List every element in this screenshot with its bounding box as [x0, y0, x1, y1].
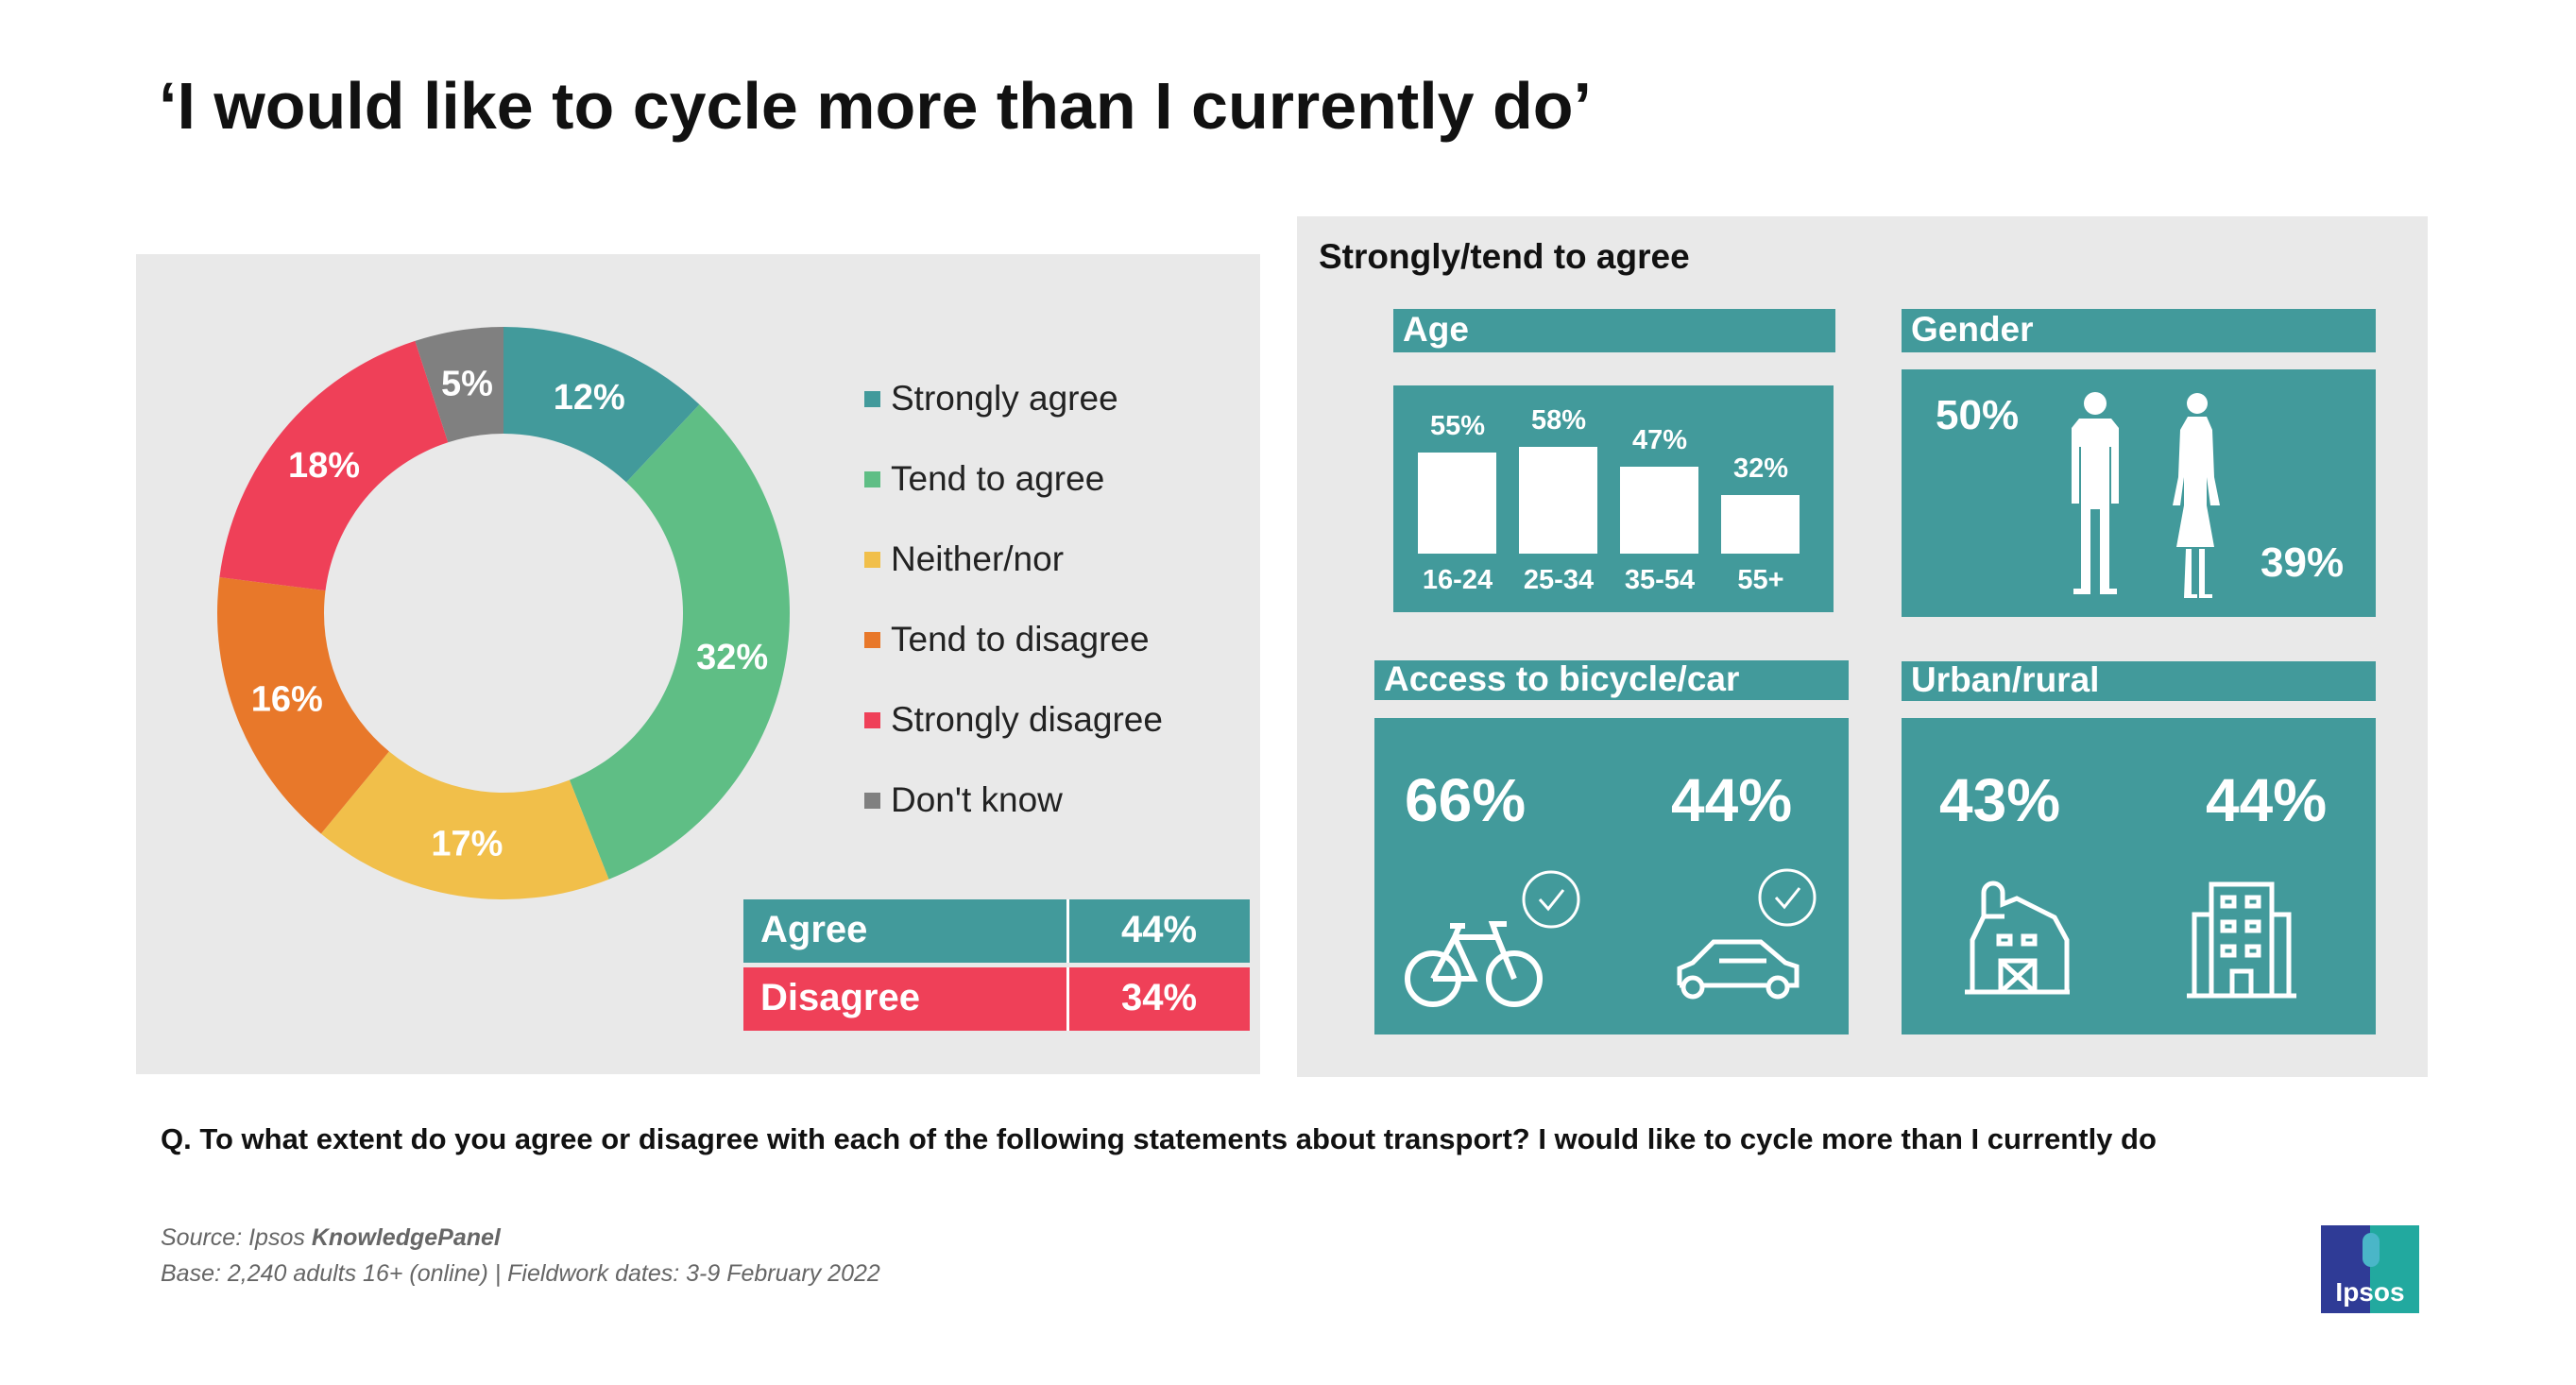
barn-icon — [1965, 881, 2070, 995]
urban-box: 43% 44% — [1902, 718, 2376, 1034]
legend-label: Don't know — [891, 780, 1063, 819]
legend-label: Tend to agree — [891, 459, 1105, 498]
breakdown-panel: Strongly/tend to agree Age 55% 16-24 58% 25… — [1297, 216, 2428, 1077]
legend-label: Strongly disagree — [891, 700, 1163, 739]
bicycle-value: 66% — [1405, 766, 1527, 834]
age-bar — [1721, 494, 1800, 554]
legend-item: Strongly disagree — [864, 700, 1163, 740]
car-value: 44% — [1671, 766, 1793, 834]
summary-row-disagree: Disagree 34% — [743, 967, 1250, 1031]
age-bar — [1620, 467, 1698, 554]
gender-box: 50% 39% — [1902, 369, 2376, 617]
legend-swatch — [864, 470, 880, 487]
summary-label: Agree — [760, 909, 868, 950]
source-name: KnowledgePanel — [311, 1224, 501, 1251]
car-icon — [1677, 939, 1800, 1000]
donut-slice-neither-nor — [320, 751, 609, 899]
age-header: Age — [1393, 309, 1835, 352]
donut-data-label: 12% — [554, 378, 625, 418]
legend-swatch — [864, 551, 880, 568]
man-icon — [2072, 392, 2119, 594]
legend-label: Neither/nor — [891, 539, 1065, 578]
male-value: 50% — [1936, 392, 2020, 438]
woman-icon — [2173, 393, 2220, 598]
age-category-label: 35-54 — [1624, 565, 1696, 595]
donut-data-label: 5% — [441, 365, 493, 404]
legend-swatch — [864, 631, 880, 648]
donut-chart: 12% 32% 17% 16% 18% 5% — [217, 327, 790, 899]
survey-question: Q. To what extent do you agree or disagr… — [161, 1122, 2157, 1155]
age-bar-value: 55% — [1429, 410, 1486, 441]
divider — [1066, 899, 1069, 963]
legend-label: Tend to disagree — [891, 620, 1150, 658]
access-header: Access to bicycle/car — [1374, 660, 1849, 700]
summary-value: 34% — [1121, 977, 1198, 1018]
age-bar-value: 47% — [1631, 425, 1688, 456]
base-note: Base: 2,240 adults 16+ (online) | Fieldw… — [161, 1260, 880, 1287]
age-bar — [1519, 446, 1597, 554]
divider — [1066, 967, 1069, 1031]
donut-panel: 12% 32% 17% 16% 18% 5% Strongly agree Tend to … — [136, 254, 1260, 1074]
rural-value: 43% — [1939, 766, 2061, 834]
female-value: 39% — [2260, 539, 2345, 586]
donut-data-label: 17% — [431, 824, 503, 863]
age-bar-value: 58% — [1530, 404, 1587, 436]
legend-item: Tend to agree — [864, 459, 1104, 499]
donut-slice-strongly-agree — [503, 327, 700, 483]
legend-swatch — [864, 792, 880, 809]
donut-data-label: 18% — [288, 446, 360, 486]
bicycle-icon — [1405, 921, 1543, 1007]
check-circle-icon — [1522, 870, 1580, 929]
legend-item: Neither/nor — [864, 539, 1064, 579]
legend-swatch — [864, 390, 880, 407]
legend-label: Strongly agree — [891, 379, 1118, 418]
age-bar-value: 32% — [1732, 453, 1789, 484]
check-circle-icon — [1758, 868, 1817, 927]
age-category-label: 55+ — [1737, 565, 1784, 595]
legend-item: Strongly agree — [864, 379, 1118, 419]
legend-swatch — [864, 711, 880, 728]
breakdown-heading: Strongly/tend to agree — [1319, 237, 1690, 276]
donut-slice-tend-to-agree — [569, 404, 790, 880]
age-category-label: 25-34 — [1523, 565, 1595, 595]
summary-label: Disagree — [760, 977, 920, 1018]
source-prefix: Source: Ipsos — [161, 1224, 312, 1251]
donut-slice-tend-to-disagree — [217, 577, 389, 834]
age-bar — [1418, 452, 1496, 554]
legend-item: Tend to disagree — [864, 620, 1150, 659]
urban-header: Urban/rural — [1902, 661, 2376, 701]
ipsos-logo: Ipsos — [2321, 1225, 2419, 1313]
building-icon — [2187, 881, 2296, 999]
age-chart: 55% 16-24 58% 25-34 47% 35-54 32% 55+ — [1393, 385, 1834, 612]
gender-header: Gender — [1902, 309, 2376, 352]
legend-item: Don't know — [864, 780, 1063, 820]
donut-data-label: 32% — [696, 638, 768, 677]
access-box: 66% 44% — [1374, 718, 1849, 1034]
page-title: ‘I would like to cycle more than I curre… — [159, 69, 1592, 143]
summary-value: 44% — [1121, 909, 1198, 950]
donut-data-label: 16% — [251, 680, 323, 720]
donut-slice-don-t-know — [415, 327, 503, 443]
summary-row-agree: Agree 44% — [743, 899, 1250, 963]
source-note: Source: Ipsos KnowledgePanel — [161, 1224, 501, 1252]
urban-value: 44% — [2206, 766, 2328, 834]
donut-slice-strongly-disagree — [219, 340, 449, 591]
age-category-label: 16-24 — [1422, 565, 1493, 595]
